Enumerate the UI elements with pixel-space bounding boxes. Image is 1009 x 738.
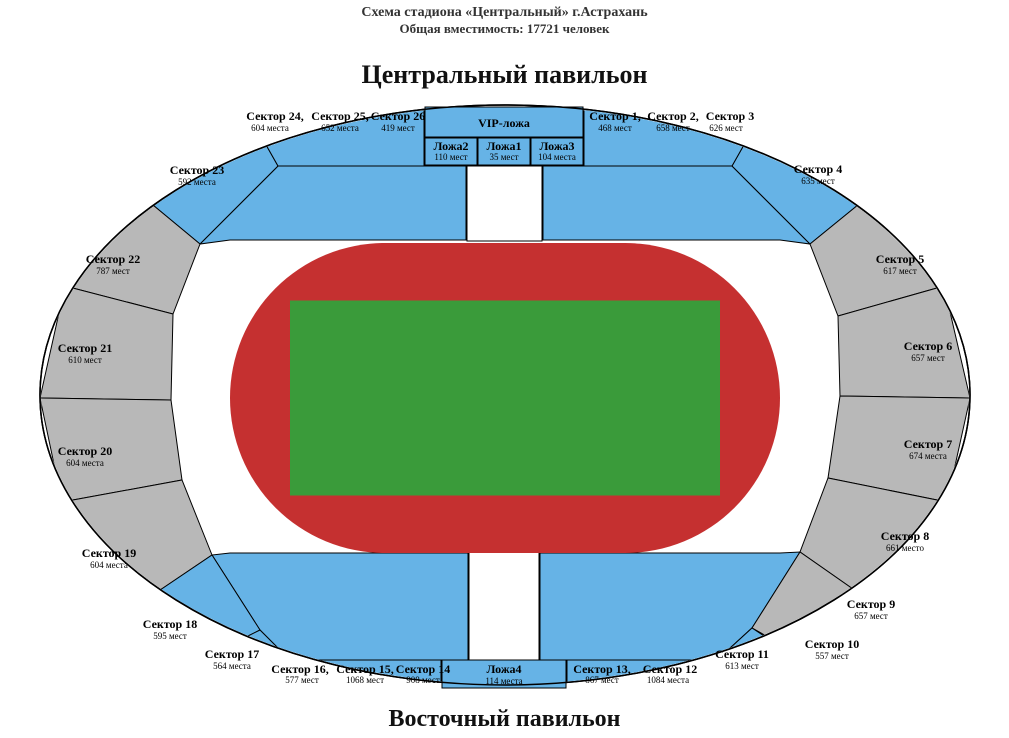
- svg-text:110 мест: 110 мест: [434, 152, 467, 162]
- svg-text:1068 мест: 1068 мест: [346, 675, 384, 685]
- svg-text:Ложа3: Ложа3: [539, 139, 574, 153]
- svg-text:661 место: 661 место: [886, 543, 924, 553]
- svg-text:Сектор 15,: Сектор 15,: [336, 662, 393, 676]
- svg-text:Сектор 11: Сектор 11: [715, 647, 769, 661]
- svg-text:657 мест: 657 мест: [911, 353, 945, 363]
- svg-text:VIP-ложа: VIP-ложа: [478, 116, 530, 130]
- svg-text:Сектор 14: Сектор 14: [396, 662, 450, 676]
- svg-text:Сектор 7: Сектор 7: [904, 437, 952, 451]
- svg-text:Сектор 9: Сектор 9: [847, 597, 895, 611]
- svg-text:1084 места: 1084 места: [647, 675, 689, 685]
- svg-text:Сектор 18: Сектор 18: [143, 617, 197, 631]
- svg-text:Сектор 3: Сектор 3: [706, 109, 754, 123]
- svg-text:Сектор 23: Сектор 23: [170, 163, 224, 177]
- svg-text:Сектор 5: Сектор 5: [876, 252, 924, 266]
- svg-text:Сектор 20: Сектор 20: [58, 444, 112, 458]
- svg-text:Сектор 4: Сектор 4: [794, 162, 842, 176]
- svg-text:35 мест: 35 мест: [489, 152, 518, 162]
- svg-text:604 места: 604 места: [251, 123, 289, 133]
- svg-text:577 мест: 577 мест: [285, 675, 319, 685]
- svg-text:104 места: 104 места: [538, 152, 576, 162]
- svg-text:604 места: 604 места: [90, 560, 128, 570]
- svg-text:Сектор 25,: Сектор 25,: [311, 109, 368, 123]
- svg-text:Сектор 16,: Сектор 16,: [271, 662, 328, 676]
- svg-text:787 мест: 787 мест: [96, 266, 130, 276]
- svg-text:557 мест: 557 мест: [815, 651, 849, 661]
- svg-text:468 мест: 468 мест: [598, 123, 632, 133]
- svg-text:Сектор 17: Сектор 17: [205, 647, 259, 661]
- svg-text:595 мест: 595 мест: [153, 631, 187, 641]
- svg-text:Сектор 6: Сектор 6: [904, 339, 952, 353]
- svg-text:Сектор 8: Сектор 8: [881, 529, 929, 543]
- svg-text:Сектор 21: Сектор 21: [58, 341, 112, 355]
- stadium-diagram: VIP-ложаЛожа2110 местЛожа135 местЛожа310…: [0, 0, 1009, 738]
- svg-text:604 места: 604 места: [66, 458, 104, 468]
- svg-text:613 мест: 613 мест: [725, 661, 759, 671]
- svg-text:610 мест: 610 мест: [68, 355, 102, 365]
- svg-text:617 мест: 617 мест: [883, 266, 917, 276]
- svg-text:Сектор 12: Сектор 12: [643, 662, 697, 676]
- svg-text:Ложа1: Ложа1: [486, 139, 521, 153]
- svg-text:657 мест: 657 мест: [854, 611, 888, 621]
- svg-text:564 места: 564 места: [213, 661, 251, 671]
- svg-text:Ложа2: Ложа2: [433, 139, 468, 153]
- svg-text:626 мест: 626 мест: [709, 123, 743, 133]
- svg-text:Ложа4: Ложа4: [486, 662, 521, 676]
- svg-text:674 места: 674 места: [909, 451, 947, 461]
- svg-text:Сектор 13,: Сектор 13,: [573, 662, 630, 676]
- svg-text:Сектор 10: Сектор 10: [805, 637, 859, 651]
- svg-text:Сектор 24,: Сектор 24,: [246, 109, 303, 123]
- svg-text:419 мест: 419 мест: [381, 123, 415, 133]
